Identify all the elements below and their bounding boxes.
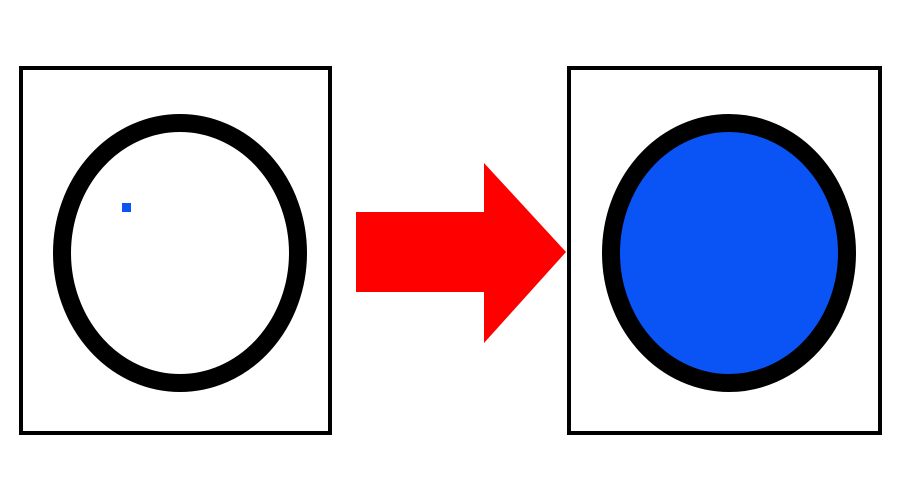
before-circle-outline [53,114,307,392]
before-frame [19,66,332,435]
after-panel [567,66,882,435]
before-panel [19,66,332,435]
right-arrow-icon [356,163,566,343]
after-frame [567,66,882,435]
seed-point [122,203,131,212]
after-filled-circle [602,114,856,392]
